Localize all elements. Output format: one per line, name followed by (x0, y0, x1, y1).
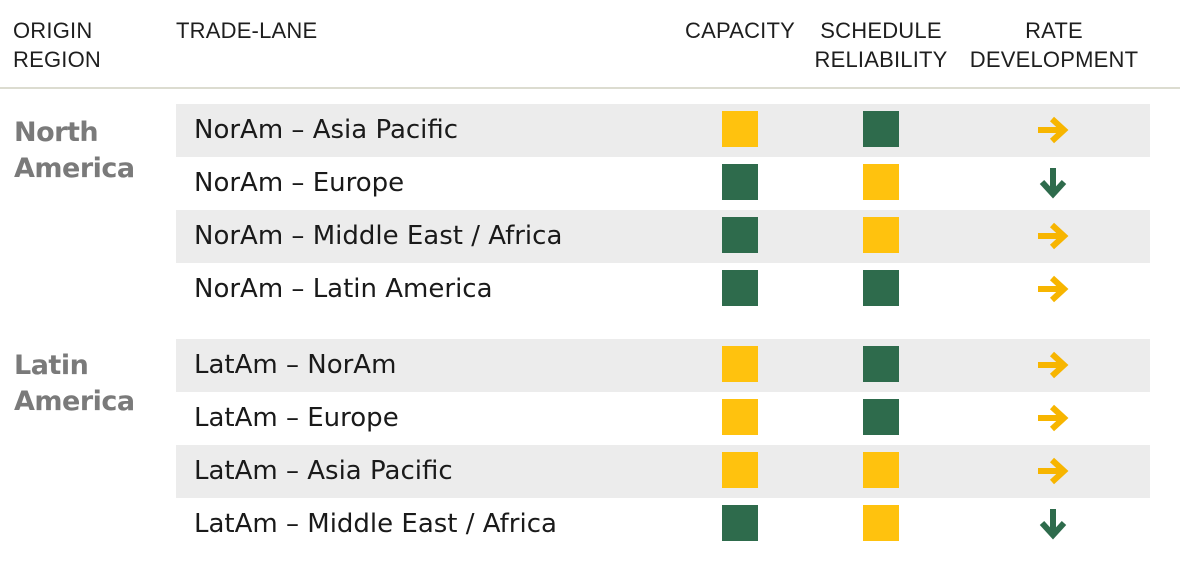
arrow-down-icon (1035, 506, 1071, 542)
arrow-right-icon (1035, 453, 1071, 489)
arrow-right-icon (1035, 271, 1071, 307)
header-rate-development: RATE DEVELOPMENT (969, 18, 1139, 72)
capacity-indicator (722, 452, 758, 488)
schedule-reliability-indicator (863, 346, 899, 382)
trade-lane-label: LatAm – NorAm (194, 350, 397, 380)
capacity-indicator (722, 346, 758, 382)
table-row: LatAm – Europe (176, 392, 1150, 445)
table-row: LatAm – Middle East / Africa (176, 498, 1150, 551)
trade-lane-label: LatAm – Asia Pacific (194, 456, 453, 486)
schedule-reliability-indicator (863, 164, 899, 200)
table-row: NorAm – Middle East / Africa (176, 210, 1150, 263)
arrow-right-icon (1035, 347, 1071, 383)
header-divider (0, 87, 1180, 89)
arrow-down-icon (1035, 165, 1071, 201)
trade-lane-label: NorAm – Middle East / Africa (194, 221, 563, 251)
trade-lane-label: NorAm – Asia Pacific (194, 115, 459, 145)
capacity-indicator (722, 164, 758, 200)
schedule-reliability-indicator (863, 505, 899, 541)
header-capacity: CAPACITY (685, 18, 795, 43)
region-label-latin-america: Latin America (14, 350, 135, 417)
schedule-reliability-indicator (863, 270, 899, 306)
trade-lane-label: NorAm – Latin America (194, 274, 493, 304)
arrow-right-icon (1035, 218, 1071, 254)
capacity-indicator (722, 399, 758, 435)
trade-lane-label: LatAm – Middle East / Africa (194, 509, 557, 539)
schedule-reliability-indicator (863, 452, 899, 488)
header-schedule-reliability: SCHEDULE RELIABILITY (814, 18, 948, 72)
arrow-right-icon (1035, 400, 1071, 436)
capacity-indicator (722, 505, 758, 541)
arrow-right-icon (1035, 112, 1071, 148)
trade-lane-label: NorAm – Europe (194, 168, 405, 198)
header-origin-region: ORIGIN REGION (13, 18, 101, 72)
header-trade-lane: TRADE-LANE (176, 18, 318, 43)
table-row: NorAm – Asia Pacific (176, 104, 1150, 157)
capacity-indicator (722, 217, 758, 253)
table-row: NorAm – Europe (176, 157, 1150, 210)
schedule-reliability-indicator (863, 399, 899, 435)
schedule-reliability-indicator (863, 111, 899, 147)
trade-lane-label: LatAm – Europe (194, 403, 399, 433)
capacity-indicator (722, 270, 758, 306)
schedule-reliability-indicator (863, 217, 899, 253)
capacity-indicator (722, 111, 758, 147)
table-row: LatAm – NorAm (176, 339, 1150, 392)
region-label-north-america: North America (14, 117, 135, 184)
table-row: LatAm – Asia Pacific (176, 445, 1150, 498)
table-row: NorAm – Latin America (176, 263, 1150, 316)
